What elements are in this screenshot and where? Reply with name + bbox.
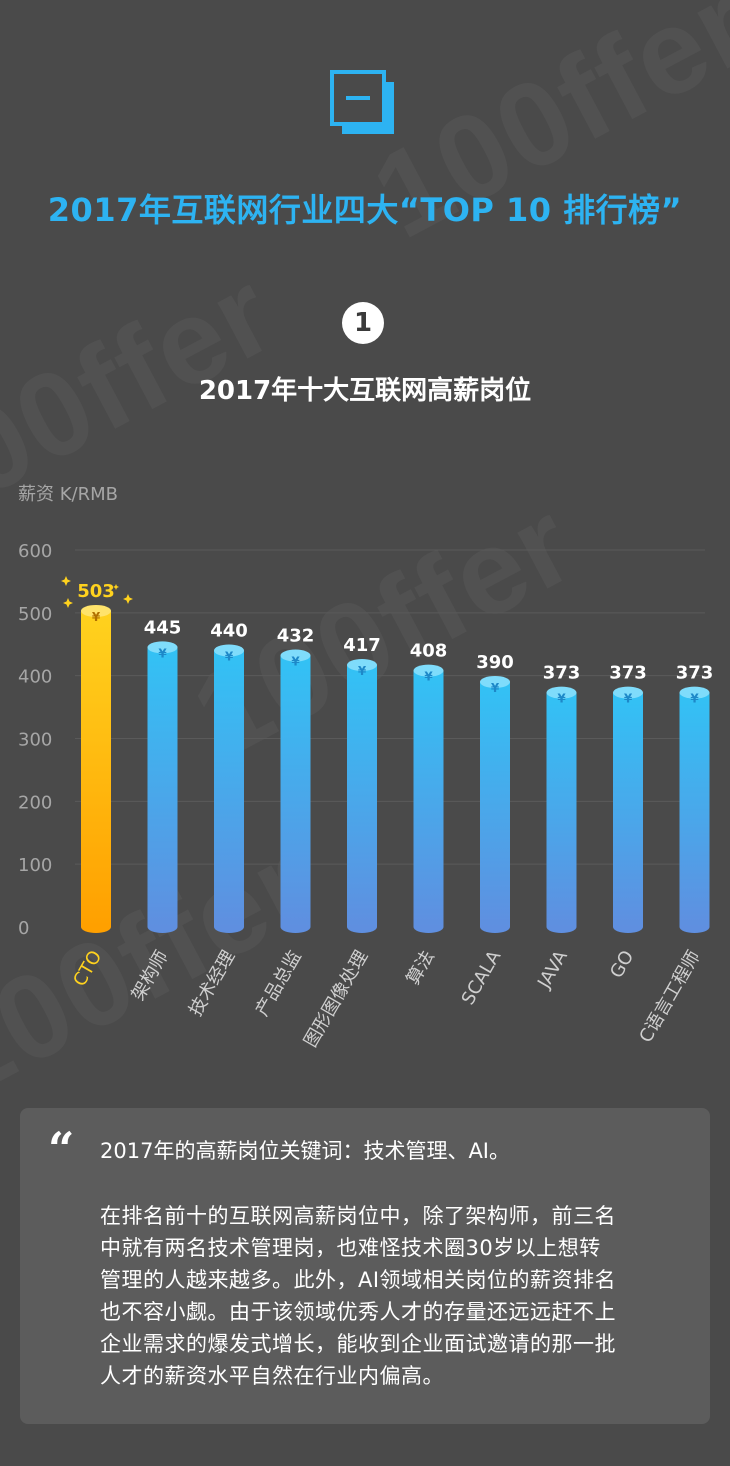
bar: ¥ (214, 644, 244, 933)
y-tick-label: 300 (18, 730, 52, 751)
x-tick-label: GO (606, 947, 638, 982)
y-tick-label: 0 (18, 918, 29, 939)
bar: ¥ (280, 649, 311, 933)
x-tick-label: CTO (69, 947, 106, 990)
sparkle-icon (61, 575, 71, 586)
data-label: 373 (543, 663, 581, 684)
bar-body (679, 692, 710, 927)
data-label: 432 (277, 626, 315, 647)
data-label: 390 (476, 652, 514, 673)
bar-cap (679, 686, 710, 699)
data-label: 373 (676, 663, 714, 684)
quote-body-line: 企业需求的爆发式增长，能收到企业面试邀请的那一批 (100, 1332, 616, 1356)
x-tick-label: 产品总监 (252, 947, 306, 1020)
x-tick-label: 技术经理 (185, 947, 239, 1020)
yen-symbol: ¥ (358, 664, 367, 678)
y-axis-unit-label: 薪资 K/RMB (18, 484, 118, 505)
data-label: 408 (410, 641, 448, 662)
data-label: 373 (609, 663, 647, 684)
section-number-badge: 1 (342, 302, 384, 344)
y-tick-label: 600 (18, 541, 52, 562)
data-label: 503 (77, 581, 115, 602)
bar: ¥ (81, 604, 111, 933)
x-tick-label: 架构师 (128, 947, 173, 1004)
quote-keyword-line: 2017年的高薪岗位关键词：技术管理、AI。 (100, 1139, 511, 1163)
bar-cap (546, 686, 577, 699)
bar-body (613, 692, 643, 927)
data-label: 440 (210, 621, 248, 642)
x-tick-label: C语言工程师 (635, 947, 704, 1046)
bar: ¥ (413, 664, 444, 933)
yen-symbol: ¥ (225, 650, 234, 664)
bar-body (546, 692, 577, 927)
bar: ¥ (480, 675, 510, 933)
yen-symbol: ¥ (424, 670, 433, 684)
bar: ¥ (546, 686, 577, 933)
bar-cap (613, 686, 643, 699)
quote-body: 在排名前十的互联网高薪岗位中，除了架构师，前三名 中就有两名技术管理岗，也难怪技… (100, 1200, 680, 1392)
bar: ¥ (613, 686, 643, 933)
sparkle-icon (123, 593, 133, 604)
yen-symbol: ¥ (158, 646, 167, 660)
quote-body-line: 人才的薪资水平自然在行业内偏高。 (100, 1364, 444, 1388)
y-tick-label: 400 (18, 667, 52, 688)
bar-body (480, 681, 510, 927)
y-tick-label: 100 (18, 855, 52, 876)
quote-body-line: 中就有两名技术管理岗，也难怪技术圈30岁以上想转 (100, 1236, 601, 1260)
bar-cap (214, 644, 244, 657)
bar: ¥ (347, 658, 377, 933)
bar-cap (147, 641, 178, 654)
document-icon (330, 70, 394, 134)
yen-symbol: ¥ (690, 692, 699, 706)
data-label: 445 (144, 617, 182, 638)
yen-symbol: ¥ (557, 692, 566, 706)
bar: ¥ (147, 641, 178, 933)
bar-body (413, 670, 444, 927)
bar-cap (280, 649, 311, 662)
bar-cap (480, 675, 510, 688)
yen-symbol: ¥ (624, 692, 633, 706)
bar-cap (81, 604, 111, 617)
quote-body-line: 也不容小觑。由于该领域优秀人才的存量还远远赶不上 (100, 1300, 616, 1324)
y-tick-label: 200 (18, 792, 52, 813)
sparkle-icon (63, 597, 73, 608)
x-tick-label: 图形图像处理 (300, 947, 372, 1051)
quote-box: “ 2017年的高薪岗位关键词：技术管理、AI。 在排名前十的互联网高薪岗位中，… (20, 1108, 710, 1424)
bar: ¥ (679, 686, 710, 933)
bar-body (280, 655, 311, 927)
bar-body (347, 664, 377, 927)
x-tick-label: 算法 (403, 947, 439, 989)
quote-mark: “ (48, 1122, 75, 1176)
yen-symbol: ¥ (291, 655, 300, 669)
page-title: 2017年互联网行业四大“TOP 10 排行榜” (47, 191, 683, 229)
quote-body-line: 在排名前十的互联网高薪岗位中，除了架构师，前三名 (100, 1204, 616, 1228)
x-tick-label: SCALA (458, 946, 506, 1008)
bar-body (214, 650, 244, 927)
data-label: 417 (343, 635, 381, 656)
quote-body-line: 管理的人越来越多。此外，AI领域相关岗位的薪资排名 (100, 1268, 617, 1292)
bar-body (81, 610, 111, 927)
y-tick-label: 500 (18, 604, 52, 625)
yen-symbol: ¥ (92, 610, 101, 624)
salary-bar-chart: ¥ ¥ ¥ ¥ ¥ ¥ ¥ ¥ ¥ ¥ 0 100 200 300 400 500 600 503 CTO 445 架… (18, 541, 714, 1051)
bar-body (147, 647, 178, 927)
sparkle-icon (113, 583, 119, 590)
bar-cap (413, 664, 444, 677)
x-tick-label: JAVA (533, 946, 572, 992)
yen-symbol: ¥ (491, 681, 500, 695)
chart-title: 2017年十大互联网高薪岗位 (198, 376, 532, 406)
bar-cap (347, 658, 377, 671)
